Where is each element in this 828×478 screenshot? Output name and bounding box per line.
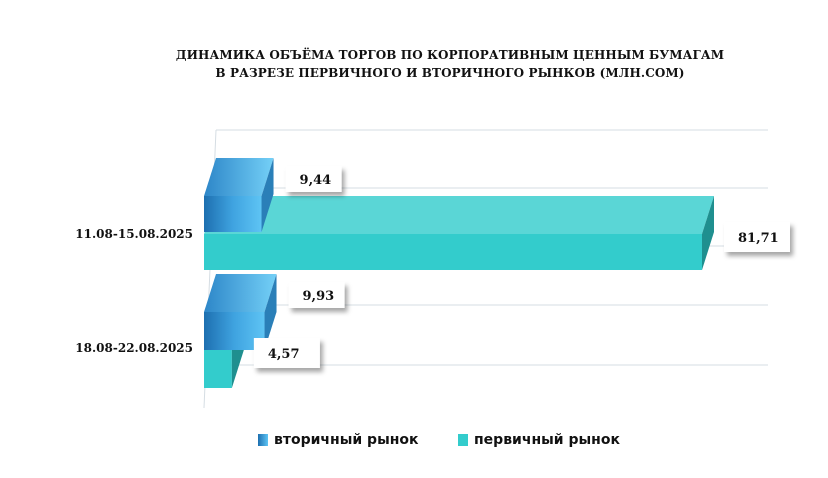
data-label-text: 9,93 — [303, 289, 335, 304]
bar-secondary-side — [264, 274, 277, 350]
bar-secondary — [204, 196, 262, 232]
data-label-text: 4,57 — [268, 347, 300, 362]
bar-primary — [204, 234, 702, 270]
bar-primary-side — [702, 196, 714, 270]
legend-swatch-primary — [458, 434, 468, 446]
data-label-box — [253, 338, 320, 368]
data-label-secondary: 9,93 — [288, 282, 345, 308]
category-label: 18.08-22.08.2025 — [75, 341, 193, 355]
legend-label-primary: первичный рынок — [474, 432, 620, 448]
data-label-text: 81,71 — [738, 231, 779, 246]
bar-primary-top — [204, 196, 714, 234]
legend-label-secondary: вторичный рынок — [274, 432, 419, 448]
data-label-box — [724, 222, 790, 252]
legend-item-primary: первичный рынок — [458, 432, 620, 448]
data-label-box — [285, 166, 342, 192]
chart-title: ДИНАМИКА ОБЪЁМА ТОРГОВ ПО КОРПОРАТИВНЫМ … — [150, 46, 750, 82]
legend-item-secondary: вторичный рынок — [258, 432, 419, 448]
legend-swatch-secondary — [258, 434, 268, 446]
bar-primary — [204, 350, 232, 388]
category-label: 11.08-15.08.2025 — [75, 227, 193, 241]
legend: вторичный рынок первичный рынок — [0, 432, 828, 452]
data-label-box — [288, 282, 345, 308]
data-label-primary: 4,57 — [253, 338, 320, 368]
bar-secondary-top — [204, 158, 274, 196]
bar-secondary-top — [204, 274, 277, 312]
chart-title-line-1: ДИНАМИКА ОБЪЁМА ТОРГОВ ПО КОРПОРАТИВНЫМ … — [175, 48, 725, 62]
data-label-text: 9,44 — [300, 173, 332, 188]
data-label-secondary: 9,44 — [285, 166, 342, 192]
bar-secondary-side — [261, 158, 274, 232]
data-label-primary: 81,71 — [724, 222, 790, 252]
chart-title-line-2: В РАЗРЕЗЕ ПЕРВИЧНОГО И ВТОРИЧНОГО РЫНКОВ… — [215, 66, 685, 80]
